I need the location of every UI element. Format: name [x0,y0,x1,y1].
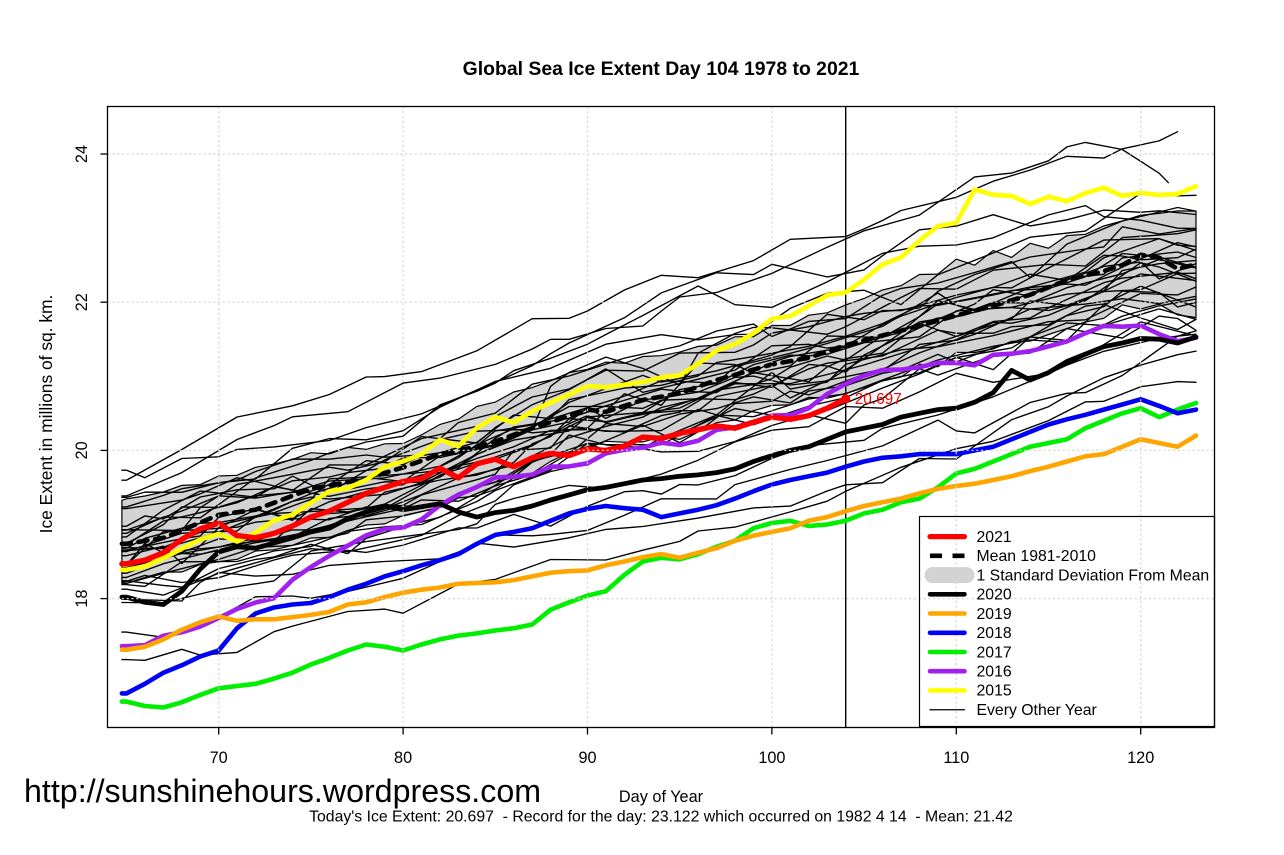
svg-text:90: 90 [578,749,596,767]
svg-text:Ice Extent in millions of sq.: Ice Extent in millions of sq. km. [36,295,56,534]
svg-text:2015: 2015 [977,683,1012,700]
svg-text:70: 70 [210,749,228,767]
svg-text:110: 110 [943,749,969,767]
svg-text:80: 80 [394,749,412,767]
svg-text:http://sunshinehours.wordpress: http://sunshinehours.wordpress.com [24,773,541,809]
svg-text:1 Standard Deviation From Mean: 1 Standard Deviation From Mean [977,567,1210,584]
svg-text:2021: 2021 [977,529,1012,546]
svg-text:2016: 2016 [977,664,1012,681]
svg-text:Today's Ice Extent: 20.697 -: Today's Ice Extent: 20.697 - Record for … [309,809,1013,826]
svg-text:120: 120 [1127,749,1154,767]
svg-text:22: 22 [73,293,91,311]
svg-text:2020: 2020 [977,587,1012,604]
svg-text:Every Other Year: Every Other Year [977,702,1097,719]
svg-text:Mean 1981-2010: Mean 1981-2010 [977,548,1097,565]
svg-text:2018: 2018 [977,625,1012,642]
svg-text:20: 20 [73,441,91,459]
svg-text:24: 24 [73,145,91,163]
svg-text:Global Sea Ice Extent Day 104: Global Sea Ice Extent Day 104 1978 to 20… [463,58,860,80]
svg-text:100: 100 [758,749,785,767]
svg-text:18: 18 [73,590,91,608]
svg-text:2019: 2019 [977,606,1012,623]
svg-text:2017: 2017 [977,644,1012,661]
svg-text:20.697: 20.697 [855,391,902,408]
svg-text:Day of Year: Day of Year [619,788,704,806]
